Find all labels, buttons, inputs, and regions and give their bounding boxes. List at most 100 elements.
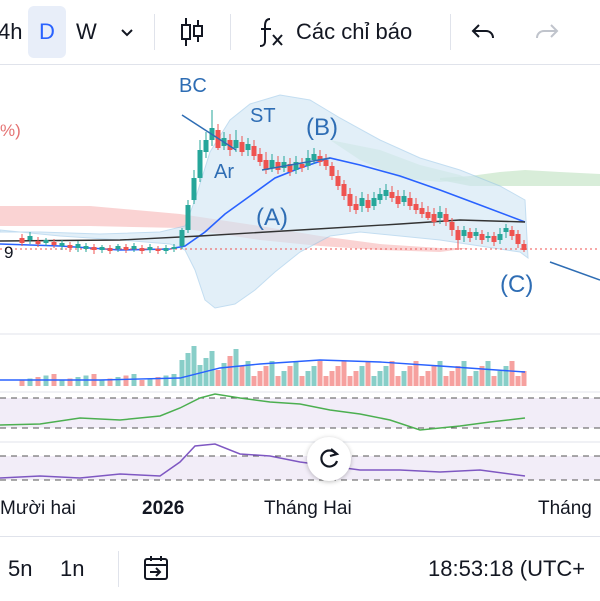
volume-bar xyxy=(115,377,121,386)
bottom-bar: 5n 1n 18:53:18 (UTC+ xyxy=(0,536,600,601)
candle-body xyxy=(353,204,359,210)
bottom-divider xyxy=(118,551,119,587)
volume-bar xyxy=(59,380,65,386)
volume-bar xyxy=(123,375,129,386)
candle-body xyxy=(263,160,269,170)
candle-body xyxy=(269,160,275,168)
chart-canvas[interactable]: BC ST (B) Ar (A) (C) %) 9 xyxy=(0,64,600,534)
candle-body xyxy=(323,160,329,166)
ma-black-line xyxy=(0,219,526,242)
candle-body xyxy=(365,200,371,208)
volume-bar xyxy=(335,366,341,386)
candle-body xyxy=(491,236,497,242)
fx-icon[interactable] xyxy=(256,0,286,64)
reload-button[interactable] xyxy=(307,437,351,481)
timezone-clock[interactable]: 18:53:18 (UTC+ xyxy=(428,556,586,581)
volume-bar xyxy=(43,375,49,386)
candle-body xyxy=(281,162,287,168)
volume-bar xyxy=(215,370,221,386)
volume-bar xyxy=(515,376,521,386)
candle-body xyxy=(395,196,401,204)
volume-bar xyxy=(263,366,269,386)
volume-bar xyxy=(431,366,437,386)
volume-bar xyxy=(461,361,467,386)
trendline-bc xyxy=(181,114,237,151)
candle-body xyxy=(371,198,377,206)
candle-body xyxy=(509,230,515,236)
volume-bar xyxy=(413,361,419,386)
candle-body xyxy=(401,196,407,202)
candle-body xyxy=(311,154,317,160)
candle-body xyxy=(437,212,443,218)
interval-d[interactable]: D xyxy=(28,6,66,58)
osc-line xyxy=(0,443,526,479)
volume-bar xyxy=(281,371,287,386)
candle-body xyxy=(147,247,153,250)
candle-body xyxy=(455,230,461,240)
candle-body xyxy=(377,194,383,200)
volume-bar xyxy=(419,376,425,386)
volume-bar xyxy=(245,361,251,386)
volume-bar xyxy=(131,374,137,386)
volume-bar xyxy=(139,380,145,386)
volume-bar xyxy=(107,378,113,386)
reload-icon xyxy=(320,448,340,468)
rsi-band xyxy=(0,398,600,428)
volume-bar xyxy=(19,380,25,386)
trendline-c xyxy=(549,261,600,281)
volume-bar xyxy=(323,376,329,386)
toolbar-divider xyxy=(450,14,451,50)
volume-bar xyxy=(251,376,257,386)
chevron-down-icon[interactable] xyxy=(118,0,136,64)
candle-body xyxy=(485,236,491,238)
candle-body xyxy=(359,198,365,206)
volume-bar xyxy=(425,371,431,386)
candle-body xyxy=(419,208,425,214)
candle-body xyxy=(407,198,413,206)
volume-bar xyxy=(497,371,503,386)
goto-date-icon[interactable] xyxy=(142,537,172,601)
volume-bar xyxy=(491,376,497,386)
candle-body xyxy=(443,214,449,222)
volume-bar xyxy=(185,353,191,386)
volume-bar xyxy=(437,361,443,386)
candle-body xyxy=(185,205,191,230)
volume-bar xyxy=(347,376,353,386)
label-st: ST xyxy=(250,105,276,127)
volume-bar xyxy=(443,376,449,386)
volume-bar xyxy=(179,360,185,386)
redo-icon[interactable] xyxy=(534,0,560,64)
volume-bar xyxy=(239,366,245,386)
candle-body xyxy=(155,249,161,251)
interval-4h[interactable]: 4h xyxy=(0,19,23,44)
volume-bar xyxy=(509,361,515,386)
volume-bar xyxy=(299,376,305,386)
candle-body xyxy=(287,164,293,172)
candle-body xyxy=(293,162,299,170)
volume-bar xyxy=(305,371,311,386)
indicators-button[interactable]: Các chỉ báo xyxy=(296,19,413,44)
candle-body xyxy=(179,230,185,246)
candle-body xyxy=(449,222,455,230)
candles-icon[interactable] xyxy=(178,0,206,64)
volume-bar xyxy=(99,380,105,386)
range-1n[interactable]: 1n xyxy=(60,556,85,581)
interval-w[interactable]: W xyxy=(76,19,97,44)
candle-body xyxy=(503,228,509,232)
candle-body xyxy=(59,243,65,246)
top-toolbar: 4h D W Các chỉ báo xyxy=(0,0,600,65)
candle-body xyxy=(413,204,419,210)
volume-bar xyxy=(227,356,233,386)
label-ar: Ar xyxy=(214,161,234,183)
candle-body xyxy=(431,214,437,222)
candle-body xyxy=(335,176,341,186)
trendline-ar xyxy=(261,157,331,171)
candle-body xyxy=(35,241,41,244)
candle-body xyxy=(425,212,431,218)
time-label-month: Tháng xyxy=(538,498,592,519)
candle-body xyxy=(171,247,177,249)
candle-body xyxy=(347,194,353,206)
undo-icon[interactable] xyxy=(470,0,496,64)
range-5n[interactable]: 5n xyxy=(8,556,33,581)
toolbar-divider xyxy=(230,14,231,50)
